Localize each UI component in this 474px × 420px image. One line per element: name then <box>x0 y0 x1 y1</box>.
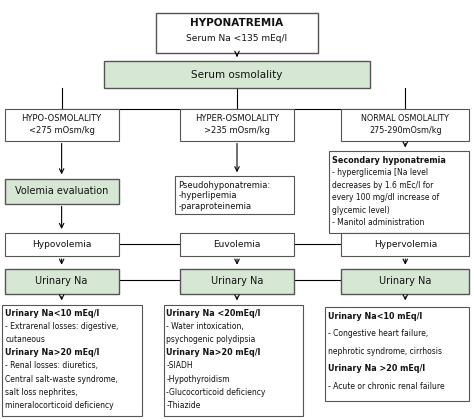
Text: Urinary Na <20mEq/l: Urinary Na <20mEq/l <box>166 309 261 318</box>
Text: Serum osmolality: Serum osmolality <box>191 70 283 80</box>
Text: Urinary Na: Urinary Na <box>36 276 88 286</box>
Text: Urinary Na: Urinary Na <box>379 276 431 286</box>
FancyBboxPatch shape <box>341 109 469 141</box>
Text: mineralocorticoid deficiency: mineralocorticoid deficiency <box>5 401 114 410</box>
Text: Volemia evaluation: Volemia evaluation <box>15 186 108 196</box>
Text: every 100 mg/dl increase of: every 100 mg/dl increase of <box>332 193 439 202</box>
Text: - Manitol administration: - Manitol administration <box>332 218 425 228</box>
Text: - Extrarenal losses: digestive,: - Extrarenal losses: digestive, <box>5 322 118 331</box>
Text: -Thiazide: -Thiazide <box>166 401 201 410</box>
Text: Hypervolemia: Hypervolemia <box>374 240 437 249</box>
Text: >235 mOsm/kg: >235 mOsm/kg <box>204 126 270 135</box>
FancyBboxPatch shape <box>180 109 294 141</box>
Text: HYPO-OSMOLALITY: HYPO-OSMOLALITY <box>21 114 102 123</box>
FancyBboxPatch shape <box>5 178 118 204</box>
Text: HYPONATREMIA: HYPONATREMIA <box>191 18 283 28</box>
FancyBboxPatch shape <box>5 269 118 294</box>
Text: - Acute or chronic renal failure: - Acute or chronic renal failure <box>328 382 444 391</box>
Text: Central salt-waste syndrome,: Central salt-waste syndrome, <box>5 375 118 383</box>
Text: Urinary Na: Urinary Na <box>211 276 263 286</box>
FancyBboxPatch shape <box>5 233 118 256</box>
Text: - Congestive heart failure,: - Congestive heart failure, <box>328 329 428 338</box>
Text: Pseudohyponatremia:: Pseudohyponatremia: <box>178 181 270 190</box>
Text: - hyperglicemia [Na level: - hyperglicemia [Na level <box>332 168 428 177</box>
Text: nephrotic syndrome, cirrhosis: nephrotic syndrome, cirrhosis <box>328 347 442 356</box>
Text: psychogenic polydipsia: psychogenic polydipsia <box>166 335 256 344</box>
Text: -hyperlipemia: -hyperlipemia <box>178 191 237 200</box>
Text: Urinary Na>20 mEq/l: Urinary Na>20 mEq/l <box>166 348 261 357</box>
Text: NORMAL OSMOLALITY: NORMAL OSMOLALITY <box>361 114 449 123</box>
Text: Urinary Na>20 mEq/l: Urinary Na>20 mEq/l <box>5 348 100 357</box>
Text: -SIADH: -SIADH <box>166 362 193 370</box>
Text: salt loss nephrites,: salt loss nephrites, <box>5 388 78 396</box>
Text: Urinary Na >20 mEq/l: Urinary Na >20 mEq/l <box>328 365 425 373</box>
Text: HYPER-OSMOLALITY: HYPER-OSMOLALITY <box>195 114 279 123</box>
FancyBboxPatch shape <box>2 304 142 416</box>
FancyBboxPatch shape <box>180 269 294 294</box>
Text: -Hypothyroidism: -Hypothyroidism <box>166 375 230 383</box>
Text: - Renal losses: diuretics,: - Renal losses: diuretics, <box>5 362 98 370</box>
Text: -Glucocorticoid deficiency: -Glucocorticoid deficiency <box>166 388 266 396</box>
Text: Urinary Na<10 mEq/l: Urinary Na<10 mEq/l <box>5 309 100 318</box>
Text: <275 mOsm/kg: <275 mOsm/kg <box>29 126 94 135</box>
Text: cutaneous: cutaneous <box>5 335 45 344</box>
Text: Urinary Na<10 mEq/l: Urinary Na<10 mEq/l <box>328 312 422 321</box>
Text: 275-290mOsm/kg: 275-290mOsm/kg <box>369 126 442 135</box>
FancyBboxPatch shape <box>175 176 294 214</box>
FancyBboxPatch shape <box>329 151 469 233</box>
Text: Hypovolemia: Hypovolemia <box>32 240 91 249</box>
Text: decreases by 1.6 mEc/l for: decreases by 1.6 mEc/l for <box>332 181 434 190</box>
Text: - Water intoxication,: - Water intoxication, <box>166 322 244 331</box>
Text: Secondary hyponatremia: Secondary hyponatremia <box>332 156 446 165</box>
FancyBboxPatch shape <box>164 304 303 416</box>
FancyBboxPatch shape <box>156 13 318 52</box>
Text: glycemic level): glycemic level) <box>332 206 390 215</box>
Text: -paraproteinemia: -paraproteinemia <box>178 202 251 210</box>
FancyBboxPatch shape <box>5 109 118 141</box>
Text: Euvolemia: Euvolemia <box>213 240 261 249</box>
FancyBboxPatch shape <box>325 307 469 401</box>
Text: Serum Na <135 mEq/l: Serum Na <135 mEq/l <box>186 34 288 43</box>
FancyBboxPatch shape <box>180 233 294 256</box>
FancyBboxPatch shape <box>341 233 469 256</box>
FancyBboxPatch shape <box>104 61 370 88</box>
FancyBboxPatch shape <box>341 269 469 294</box>
